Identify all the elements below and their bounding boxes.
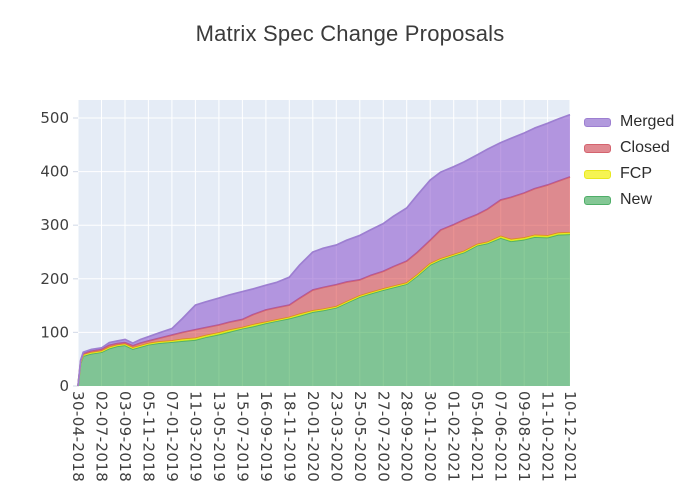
y-tick-label: 0 [59, 377, 69, 395]
closed-swatch-icon [584, 143, 611, 153]
x-tick-label: 18-11-2019 [280, 391, 298, 482]
x-tick-label: 05-11-2018 [139, 391, 157, 482]
x-tick-label: 11-03-2019 [186, 391, 204, 482]
y-tick-label: 100 [40, 323, 69, 341]
x-tick-label: 11-10-2021 [539, 391, 557, 482]
legend-item-new[interactable]: New [584, 187, 674, 213]
x-tick-label: 16-09-2019 [257, 391, 275, 482]
x-tick-label: 30-04-2018 [69, 391, 87, 482]
legend-label: Closed [620, 139, 670, 156]
x-tick-label: 28-09-2020 [398, 391, 416, 482]
x-tick-label: 25-05-2020 [351, 391, 369, 482]
x-tick-label: 01-02-2021 [445, 391, 463, 482]
line-merged [77, 113, 571, 387]
new-swatch-icon [584, 195, 611, 205]
x-tick-label: 27-07-2020 [374, 391, 392, 482]
x-tick-label: 20-01-2020 [304, 391, 322, 482]
x-tick-label: 10-12-2021 [561, 391, 579, 482]
x-tick-label: 23-03-2020 [327, 391, 345, 482]
y-tick-label: 200 [40, 270, 69, 288]
page-title: Matrix Spec Change Proposals [195, 21, 505, 46]
legend-item-closed[interactable]: Closed [584, 135, 674, 161]
legend-item-fcp[interactable]: FCP [584, 161, 674, 187]
legend-label: FCP [620, 165, 652, 182]
x-tick-label: 05-04-2021 [468, 391, 486, 482]
y-tick-label: 300 [40, 216, 69, 234]
x-tick-label: 13-05-2019 [210, 391, 228, 482]
x-tick-label: 02-07-2018 [93, 391, 111, 482]
x-tick-label: 15-07-2019 [233, 391, 251, 482]
y-tick-label: 400 [40, 163, 69, 181]
area-closed [78, 176, 570, 386]
x-tick-label: 09-08-2021 [515, 391, 533, 482]
legend-item-merged[interactable]: Merged [584, 109, 674, 135]
area-merged [78, 114, 570, 386]
legend-label: New [620, 191, 653, 208]
legend: Merged Closed FCP New [584, 109, 674, 213]
area-new [78, 234, 570, 386]
legend-label: Merged [620, 113, 675, 130]
x-tick-label: 07-06-2021 [492, 391, 510, 482]
fcp-swatch-icon [584, 169, 611, 179]
merged-swatch-icon [584, 117, 611, 127]
x-tick-label: 07-01-2019 [163, 391, 181, 482]
x-tick-label: 30-11-2020 [421, 391, 439, 482]
x-tick-label: 03-09-2018 [116, 391, 134, 482]
y-tick-label: 500 [40, 109, 69, 127]
